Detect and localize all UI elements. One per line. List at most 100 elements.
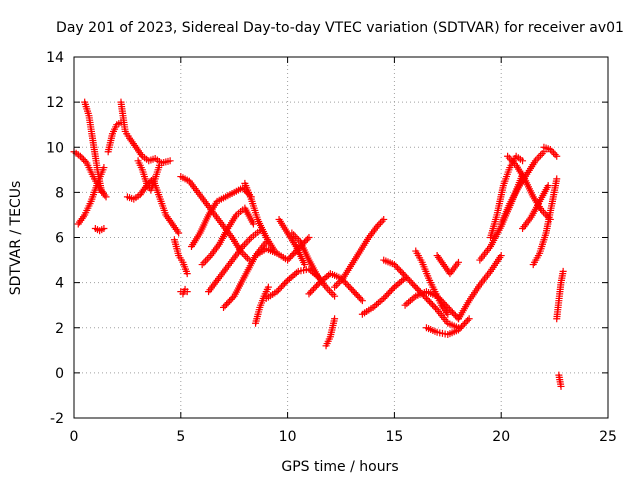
data-point [274, 286, 282, 294]
data-point [541, 210, 549, 218]
series-track-39 [553, 267, 567, 323]
data-point [429, 301, 437, 309]
data-point [504, 152, 512, 160]
data-point [282, 278, 290, 286]
data-point [155, 161, 163, 169]
axis-ticks [73, 56, 609, 419]
data-point [355, 293, 363, 301]
data-point [352, 290, 360, 298]
data-point [183, 270, 191, 278]
data-point [358, 297, 366, 305]
data-point [465, 315, 473, 323]
data-point [380, 294, 388, 302]
y-tick-label: 10 [46, 140, 64, 156]
series-track-36 [519, 182, 552, 232]
data-point [559, 267, 567, 275]
data-point [200, 259, 208, 267]
data-point [398, 269, 406, 277]
data-point [302, 237, 310, 245]
data-point [551, 151, 559, 159]
data-point [392, 262, 400, 270]
grid-lines [74, 57, 608, 418]
data-point [404, 275, 412, 283]
data-point [81, 157, 89, 165]
data-point [390, 261, 398, 269]
data-point [314, 280, 322, 288]
data-point [395, 265, 403, 273]
data-point [331, 315, 339, 323]
data-point [242, 239, 250, 247]
data-point [401, 272, 409, 280]
series-track-14 [205, 227, 264, 296]
data-point [380, 215, 388, 223]
data-point [276, 284, 284, 292]
data-point [409, 280, 417, 288]
series-track-37 [529, 175, 561, 269]
data-point [166, 157, 174, 165]
data-point [306, 288, 314, 296]
data-point [243, 254, 251, 262]
data-point [550, 149, 558, 157]
y-tick-label: 4 [55, 276, 64, 292]
data-point [383, 291, 391, 299]
data-point [384, 290, 392, 298]
data-point [378, 217, 386, 225]
x-tick-label: 5 [176, 429, 185, 445]
data-point [284, 256, 292, 264]
x-tick-label: 0 [70, 429, 79, 445]
series-track-23 [322, 315, 339, 350]
data-point [407, 278, 415, 286]
x-tick-labels: 0 5 10 15 20 25 [70, 429, 617, 445]
data-point [273, 288, 281, 296]
data-point [451, 312, 459, 320]
y-tick-label: 8 [55, 185, 64, 201]
data-point [424, 296, 432, 304]
chart-title: Day 201 of 2023, Sidereal Day-to-day VTE… [56, 20, 624, 36]
series-track-33 [487, 152, 527, 241]
data-point [354, 292, 362, 300]
data-point [240, 241, 248, 249]
data-point [313, 282, 321, 290]
series-track-08 [134, 157, 163, 194]
data-point [246, 235, 254, 243]
data-point [497, 252, 505, 260]
data-point [377, 219, 385, 227]
data-point [400, 270, 408, 278]
data-point [538, 150, 546, 158]
data-point [373, 222, 381, 230]
data-point [462, 318, 470, 326]
x-tick-label: 20 [492, 429, 510, 445]
data-point [327, 289, 335, 297]
data-point [277, 283, 285, 291]
data-point [448, 308, 456, 316]
data-point [175, 229, 183, 237]
series-track-24 [331, 215, 388, 291]
data-point [557, 382, 565, 390]
data-point [80, 156, 88, 164]
data-point [546, 146, 554, 154]
series-track-20 [275, 215, 309, 269]
data-point [553, 152, 561, 160]
series-track-38 [540, 143, 561, 160]
series-track-26 [380, 256, 462, 332]
data-point [202, 257, 210, 265]
x-tick-label: 10 [279, 429, 297, 445]
series-track-17 [252, 283, 272, 327]
data-point [386, 288, 394, 296]
data-point [444, 310, 452, 318]
data-point [537, 151, 545, 159]
series-track-29 [422, 315, 473, 339]
data-point [221, 302, 229, 310]
data-point [331, 283, 339, 291]
data-point [461, 320, 469, 328]
data-point [329, 290, 337, 298]
series-track-09 [170, 236, 191, 278]
data-point [98, 188, 106, 196]
y-axis-label: SDTVAR / TECUs [8, 181, 24, 296]
data-point [425, 298, 433, 306]
data-point [264, 283, 272, 291]
data-point [454, 326, 462, 334]
data-point [415, 286, 423, 294]
x-tick-label: 15 [385, 429, 403, 445]
